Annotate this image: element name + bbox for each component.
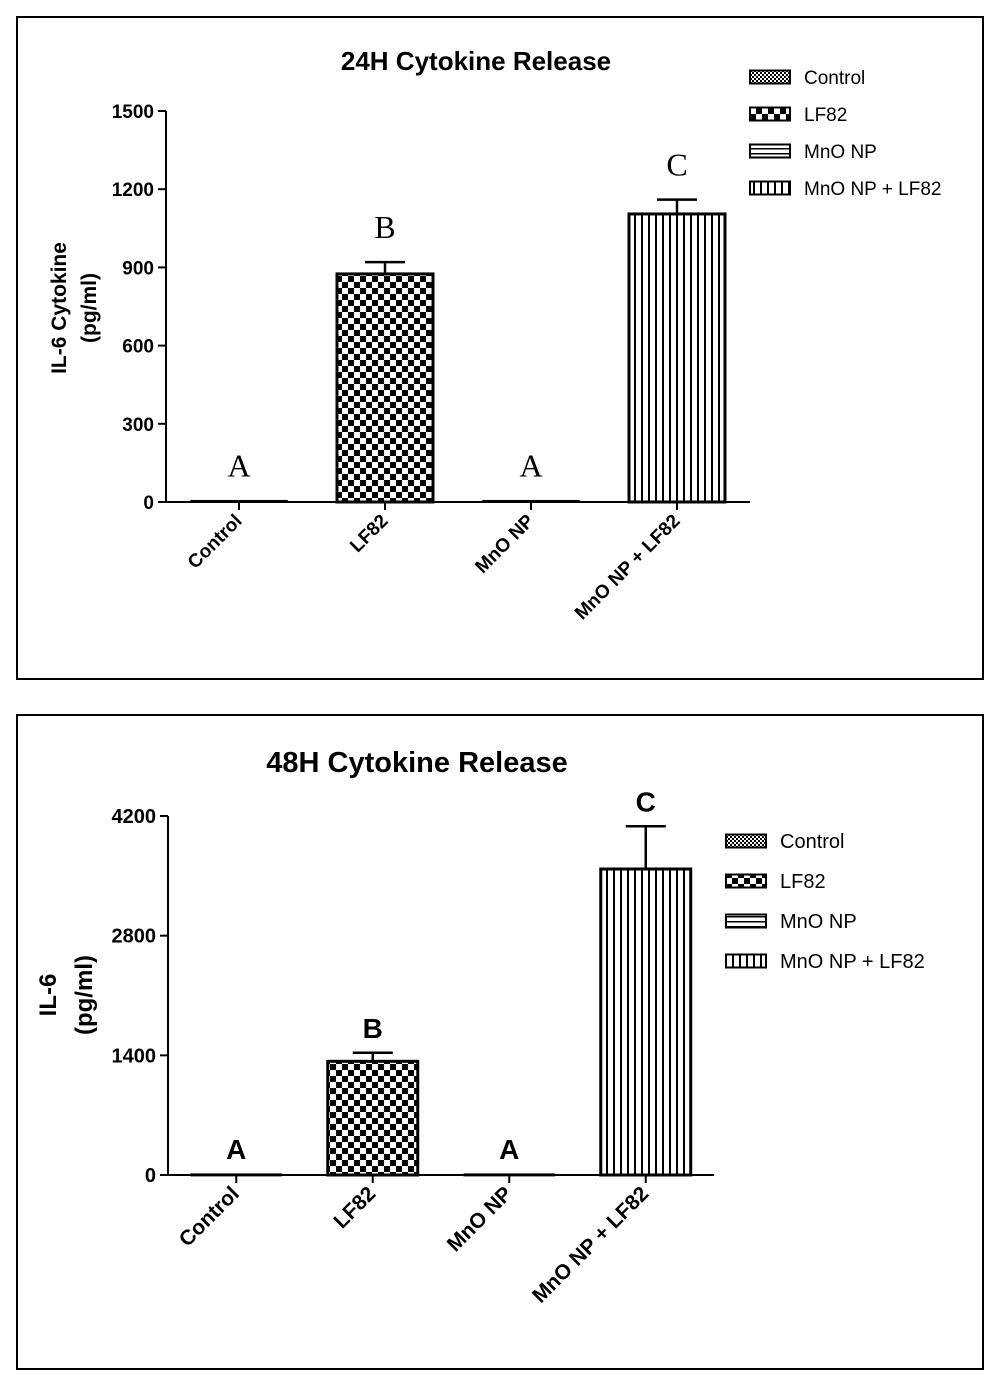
bar <box>627 212 727 504</box>
legend-swatch <box>749 69 791 85</box>
y-axis-label: IL-6 Cytokine <box>48 242 71 374</box>
significance-letter: C <box>636 786 656 817</box>
chart-48h: 48H Cytokine Release IL-6 (pg/ml) 0 1400 2800… <box>35 747 925 1308</box>
bar <box>599 867 693 1177</box>
legend-label: Control <box>780 831 844 853</box>
x-tick-label: MnO NP + LF82 <box>571 511 685 625</box>
x-tick-label: MnO NP <box>443 1182 517 1256</box>
legend-label: MnO NP <box>804 142 877 163</box>
chart-panel-48h: 48H Cytokine Release IL-6 (pg/ml) 0 1400 2800… <box>16 714 984 1370</box>
y-axis-label: (pg/ml) <box>78 273 101 343</box>
y-tick-label: 0 <box>145 1165 156 1187</box>
y-tick-label: 2800 <box>112 926 157 948</box>
x-tick-label: MnO NP <box>471 510 538 577</box>
x-tick-label: MnO NP + LF82 <box>528 1182 653 1307</box>
x-tick-label: LF82 <box>329 1182 380 1233</box>
legend-swatch <box>749 180 791 196</box>
significance-letter: B <box>363 1013 383 1044</box>
bar <box>482 499 580 503</box>
y-tick-label: 900 <box>122 258 154 279</box>
significance-letter: A <box>499 1134 519 1165</box>
chart-panel-24h: 24H Cytokine Release IL-6 Cytokine (pg/ml)… <box>16 16 984 680</box>
legend-swatch <box>725 873 767 889</box>
legend-swatch <box>725 833 767 849</box>
y-axis-label: (pg/ml) <box>71 955 98 1035</box>
legend-label: MnO NP <box>780 911 857 933</box>
legend-swatch <box>749 143 791 159</box>
y-tick-label: 1500 <box>112 102 154 123</box>
significance-letter: A <box>519 448 542 484</box>
chart-title: 48H Cytokine Release <box>266 747 567 779</box>
bar <box>335 272 435 504</box>
y-tick-label: 600 <box>122 337 154 358</box>
legend-label: LF82 <box>804 105 847 126</box>
chart-24h: 24H Cytokine Release IL-6 Cytokine (pg/ml)… <box>48 46 941 625</box>
legend-swatch <box>725 953 767 969</box>
bar <box>326 1059 420 1177</box>
y-tick-label: 1400 <box>112 1045 157 1067</box>
y-tick-label: 4200 <box>112 806 157 828</box>
bar <box>190 499 288 503</box>
legend-swatch <box>725 913 767 929</box>
significance-letter: A <box>227 448 250 484</box>
legend-label: MnO NP + LF82 <box>804 179 941 200</box>
legend-swatch <box>749 106 791 122</box>
legend-label: LF82 <box>780 871 826 893</box>
x-tick-label: LF82 <box>346 511 392 557</box>
chart-title: 24H Cytokine Release <box>341 46 611 76</box>
x-tick-label: Control <box>175 1182 244 1251</box>
significance-letter: A <box>226 1134 246 1165</box>
y-axis-label: IL-6 <box>35 974 62 1017</box>
significance-letter: B <box>374 209 395 245</box>
y-tick-label: 0 <box>143 493 154 514</box>
legend-label: MnO NP + LF82 <box>780 951 925 973</box>
y-tick-label: 300 <box>122 415 154 436</box>
legend-label: Control <box>804 68 865 89</box>
x-tick-label: Control <box>184 511 247 574</box>
y-tick-label: 1200 <box>112 180 154 201</box>
significance-letter: C <box>666 147 687 183</box>
